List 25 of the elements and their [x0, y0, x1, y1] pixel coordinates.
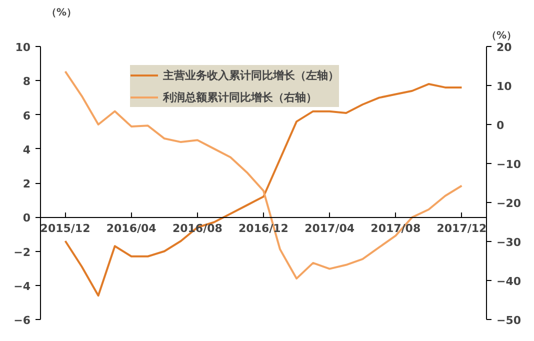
y2-axis-title: （%） [486, 30, 517, 42]
x-tick-label: 2017/12 [436, 222, 487, 236]
x-tick-label: 2016/04 [106, 222, 157, 236]
x-tick-label: 2015/12 [40, 222, 90, 236]
y-tick-label: 2 [22, 178, 30, 190]
y2-tick-label: 10 [496, 80, 512, 93]
y-tick-label: 8 [22, 75, 30, 88]
y2-tick-label: −10 [496, 158, 522, 171]
y-tick-label: −6 [14, 314, 31, 327]
y2-tick-label: 0 [496, 119, 504, 132]
y2-tick-label: −30 [496, 236, 522, 249]
y-tick-label: −2 [14, 246, 31, 259]
y2-tick-label: −40 [496, 275, 522, 288]
x-tick-label: 2017/04 [304, 222, 355, 236]
y-tick-label: 6 [22, 109, 31, 122]
y-tick-label: 0 [22, 212, 31, 225]
y-tick-label: −4 [14, 280, 31, 293]
y2-tick-label: 20 [496, 41, 512, 54]
y2-tick-label: −20 [496, 197, 522, 210]
legend-label: 主营业务收入累计同比增长（左轴） [163, 68, 339, 82]
y-tick-label: 10 [15, 41, 31, 54]
y-tick-label: 4 [22, 143, 31, 156]
legend-label: 利润总额累计同比增长（右轴） [163, 90, 317, 104]
y2-tick-label: −50 [496, 314, 522, 327]
y-axis-title: （%） [46, 8, 77, 18]
